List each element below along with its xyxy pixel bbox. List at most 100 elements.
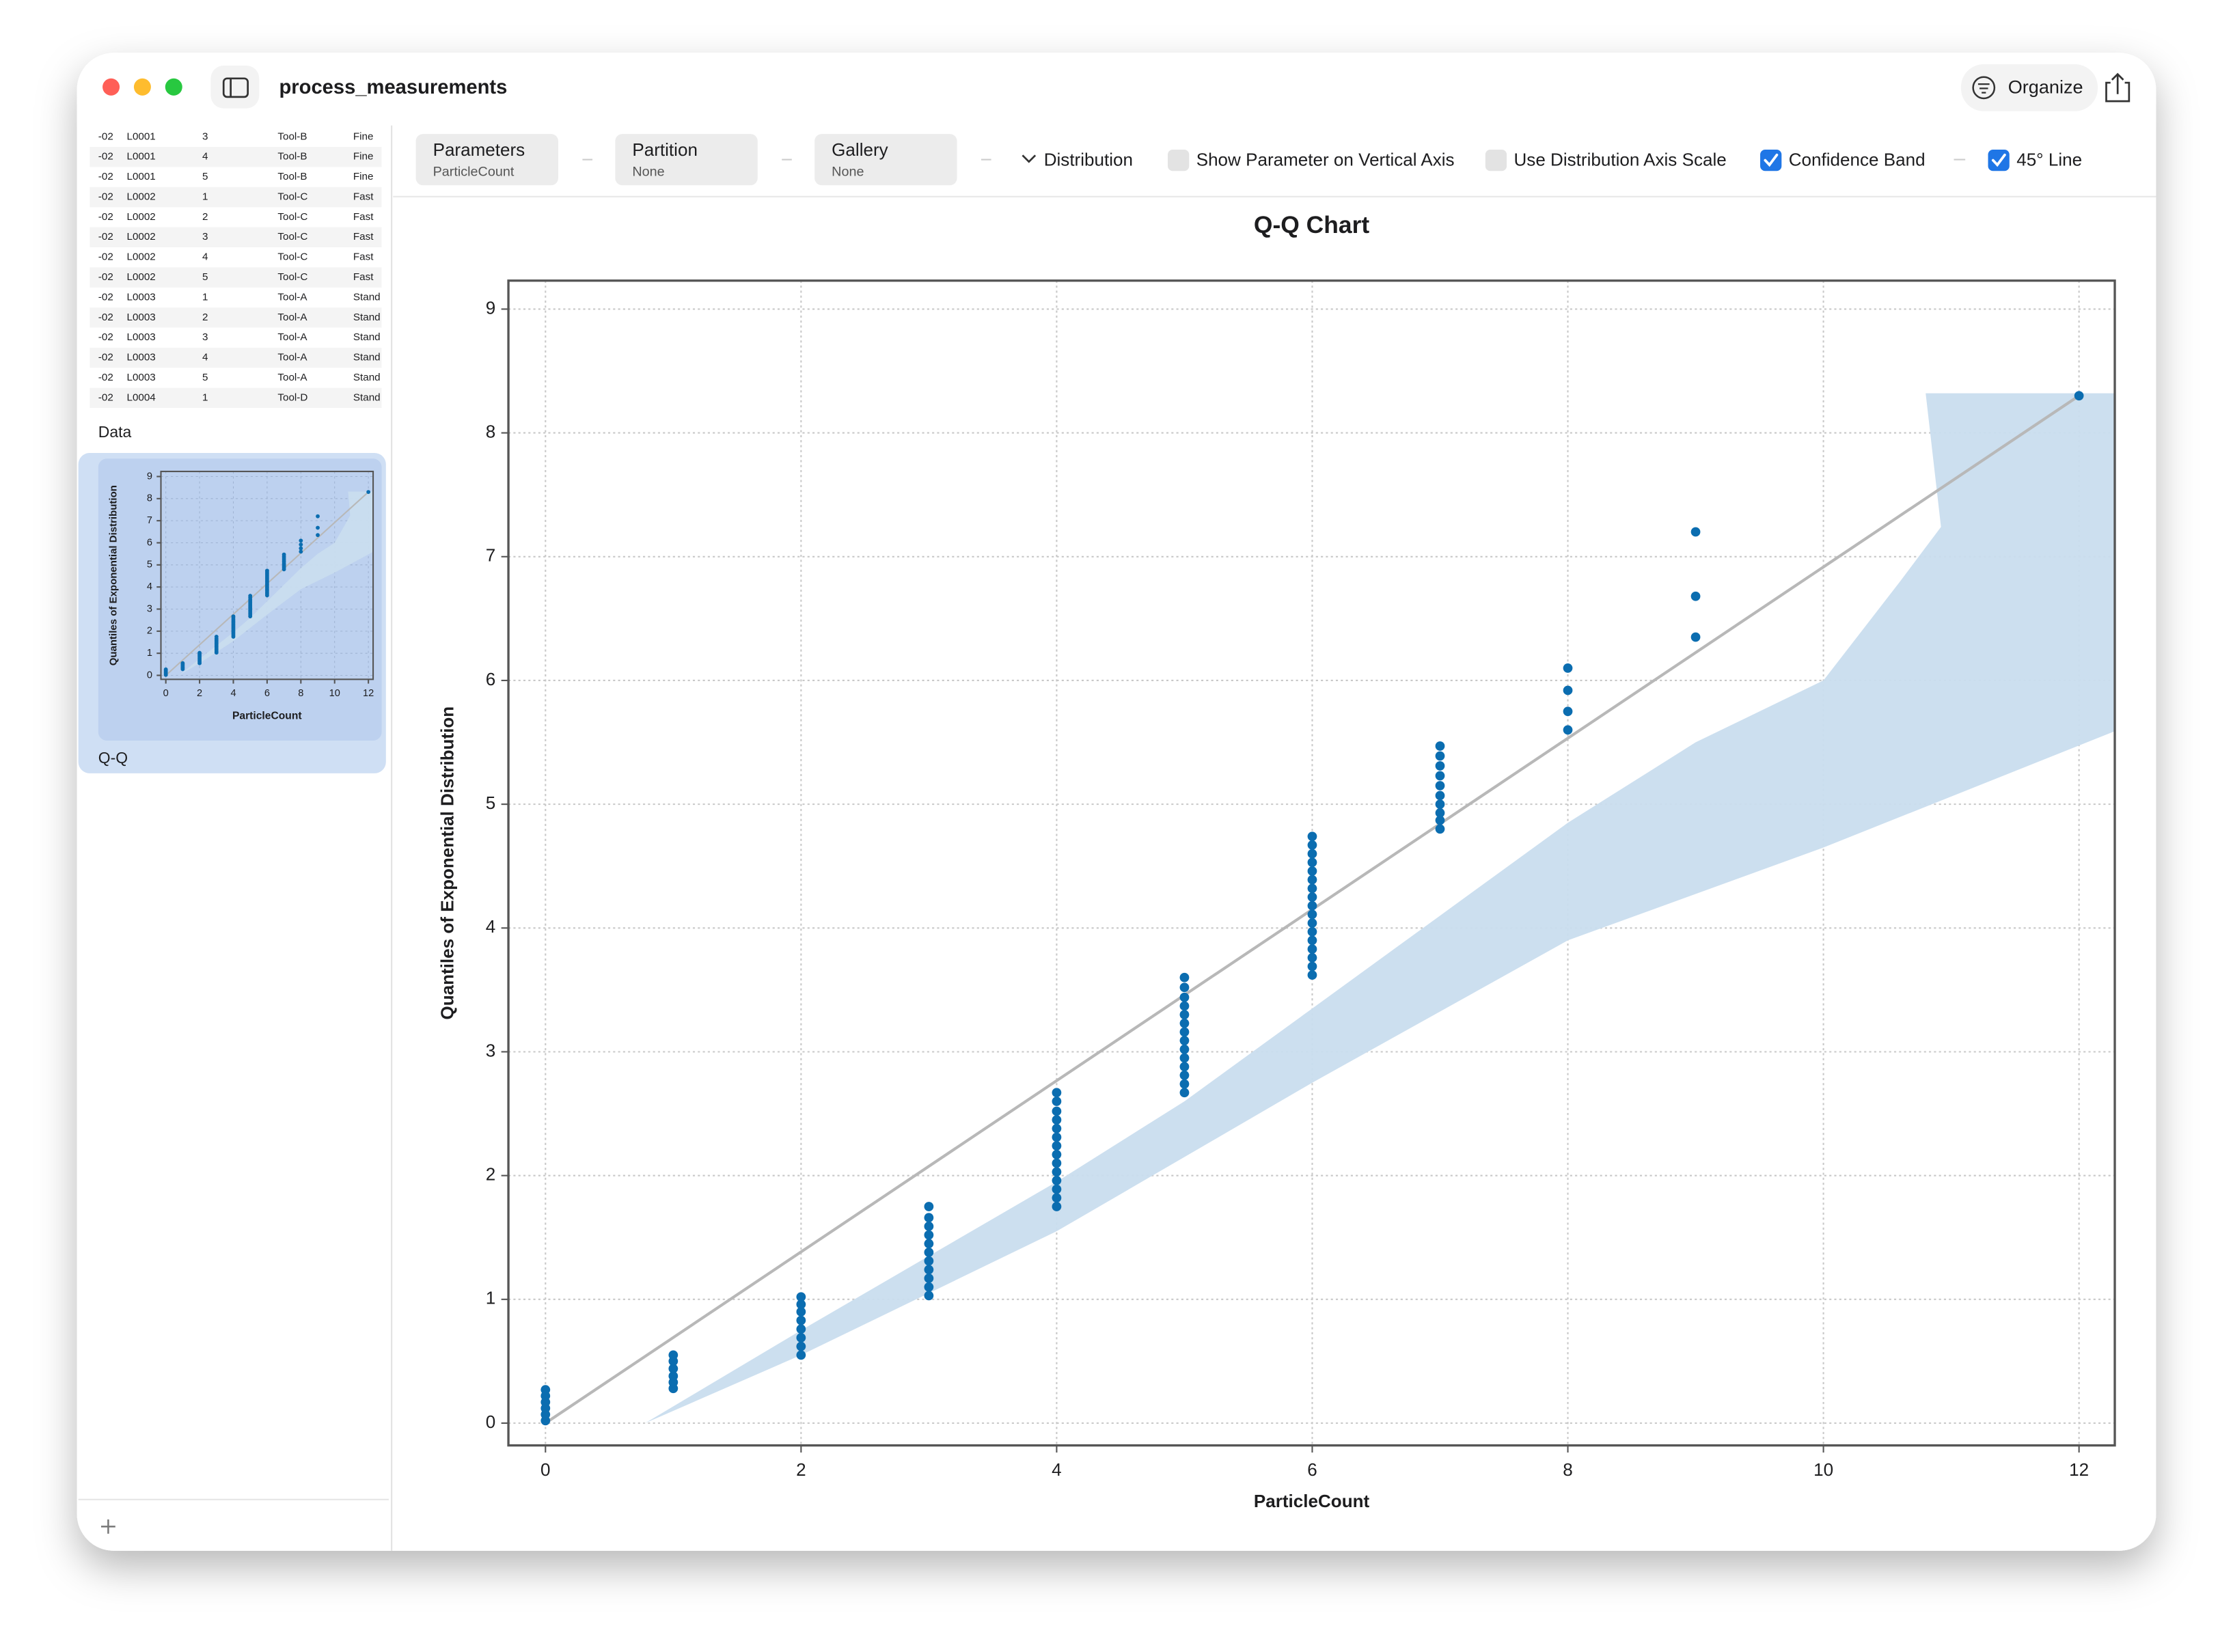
minimize-button[interactable] <box>133 78 151 96</box>
data-point <box>214 635 219 639</box>
y-tick-label: 1 <box>486 1288 495 1308</box>
data-point <box>924 1230 934 1240</box>
table-row-stripe <box>90 147 382 167</box>
confidence-band <box>178 491 374 676</box>
checkbox-box <box>1988 150 2010 171</box>
table-cell: 5 <box>202 372 208 383</box>
plot-area <box>540 391 2115 1426</box>
data-point <box>197 650 202 655</box>
popup-value: None <box>632 165 664 180</box>
table-cell: 4 <box>202 251 208 263</box>
data-point <box>1435 741 1445 751</box>
data-point <box>1307 970 1317 980</box>
x-tick-label: 8 <box>298 688 303 699</box>
data-point <box>1307 935 1317 946</box>
checkbox[interactable]: Show Parameter on Vertical Axis <box>1168 150 1455 171</box>
data-table: -02 L0001 3 Tool-B Fine -02 L0001 4 Tool-B Fine -0… <box>90 130 382 409</box>
data-point <box>1052 1184 1062 1194</box>
data-point <box>924 1256 934 1266</box>
table-cell: Tool-C <box>277 251 307 263</box>
table-cell: L0003 <box>126 291 155 303</box>
data-point <box>1179 1001 1190 1011</box>
y-tick-label: 3 <box>486 1040 495 1060</box>
table-cell: L0002 <box>126 251 155 263</box>
y-tick-label: 2 <box>147 626 152 637</box>
table-cell: Fine <box>353 171 374 182</box>
table-cell: Stand <box>353 312 381 323</box>
zoom-button[interactable] <box>165 78 182 96</box>
data-point <box>1307 900 1317 911</box>
popup-button[interactable]: Partition None <box>615 134 758 186</box>
x-tick-label: 6 <box>1307 1459 1317 1480</box>
sidebar-item-label[interactable]: Data <box>98 423 132 441</box>
data-point <box>1179 1010 1190 1020</box>
add-button[interactable] <box>100 1519 115 1534</box>
sidebar-toggle[interactable] <box>210 66 260 109</box>
x-tick-label: 6 <box>264 688 270 699</box>
table-cell: 2 <box>202 312 208 323</box>
data-point <box>1307 926 1317 937</box>
data-point <box>1179 1079 1190 1089</box>
table-cell: L0001 <box>126 130 155 142</box>
data-point <box>1435 808 1445 818</box>
popup-button[interactable]: Gallery None <box>814 134 957 186</box>
popup-value: None <box>832 165 864 180</box>
data-point <box>1690 591 1701 601</box>
y-tick-label: 2 <box>486 1164 495 1185</box>
data-point <box>264 568 269 573</box>
data-point <box>540 1385 551 1394</box>
table-cell: Fast <box>353 271 374 283</box>
x-tick-label: 2 <box>197 688 202 699</box>
x-tick-label: 4 <box>230 688 236 699</box>
table-cell: 4 <box>202 352 208 363</box>
y-tick-label: 3 <box>147 603 152 614</box>
data-point <box>796 1292 806 1302</box>
checkbox[interactable]: 45° Line <box>1988 150 2083 171</box>
data-point <box>299 546 303 551</box>
chart-title: Q-Q Chart <box>1254 211 1369 238</box>
popup-button[interactable]: Parameters ParticleCount <box>415 134 558 186</box>
table-cell: Tool-C <box>277 191 307 202</box>
data-point <box>924 1239 934 1249</box>
data-point <box>1052 1158 1062 1168</box>
sidebar-item-label[interactable]: Q-Q <box>98 749 128 767</box>
data-point <box>1179 1062 1190 1072</box>
close-button[interactable] <box>102 78 120 96</box>
data-point <box>2074 391 2084 401</box>
data-point <box>1052 1088 1062 1098</box>
table-cell: Fast <box>353 231 374 243</box>
checkbox-box <box>1168 150 1190 171</box>
distribution-menu[interactable]: Distribution <box>1022 150 1133 170</box>
table-cell: Stand <box>353 352 381 363</box>
table-cell: -02 <box>98 372 113 383</box>
y-tick-label: 0 <box>486 1412 495 1432</box>
data-point <box>1307 866 1317 876</box>
x-axis-label: ParticleCount <box>232 711 302 722</box>
data-point <box>924 1222 934 1231</box>
table-cell: Fast <box>353 191 374 202</box>
data-point <box>1052 1202 1062 1211</box>
data-point <box>1563 663 1573 673</box>
table-cell: -02 <box>98 151 113 163</box>
data-point <box>1179 972 1190 982</box>
data-point <box>1307 840 1317 850</box>
y-tick-label: 5 <box>147 560 152 570</box>
checkbox-label: Confidence Band <box>1789 150 1926 170</box>
data-point <box>1435 771 1445 781</box>
data-point <box>1307 831 1317 842</box>
data-point <box>924 1282 934 1292</box>
table-cell: -02 <box>98 352 113 363</box>
share-button[interactable] <box>2105 72 2131 102</box>
x-tick-label: 4 <box>1052 1459 1062 1480</box>
table-cell: L0003 <box>126 331 155 343</box>
table-cell: L0001 <box>126 171 155 182</box>
data-point <box>796 1350 806 1360</box>
checkbox[interactable]: Use Distribution Axis Scale <box>1485 150 1727 171</box>
checkbox[interactable]: Confidence Band <box>1760 150 1926 171</box>
data-point <box>1179 992 1190 1002</box>
organize-button[interactable]: Organize <box>1960 64 2098 111</box>
data-point <box>668 1364 679 1374</box>
data-point <box>282 552 286 557</box>
table-cell: Tool-D <box>277 391 307 403</box>
